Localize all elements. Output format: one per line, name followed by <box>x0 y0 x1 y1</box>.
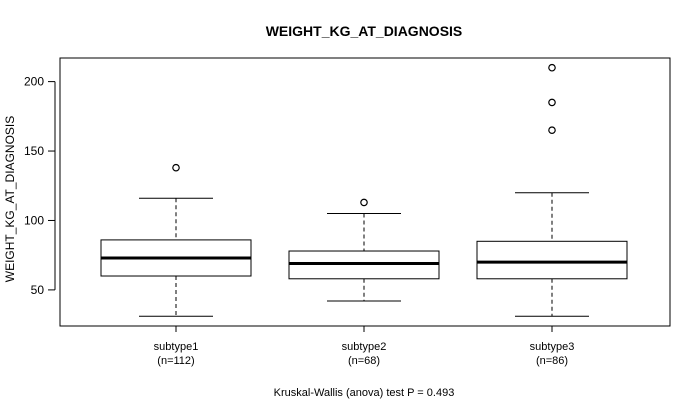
y-tick-label: 50 <box>31 283 45 297</box>
y-ticks: 50 100 150 200 <box>24 75 55 297</box>
test-result-subtitle: Kruskal-Wallis (anova) test P = 0.493 <box>274 387 455 399</box>
plot-frame <box>59 57 671 327</box>
category-label: subtype1 <box>154 341 199 353</box>
box-subtype3 <box>476 63 628 317</box>
category-count-label: (n=68) <box>348 355 380 367</box>
outlier-point <box>548 63 556 72</box>
y-tick-label: 150 <box>24 144 44 158</box>
x-labels: subtype1 (n=112) subtype2 (n=68) subtype3 (n=… <box>154 326 575 367</box>
box-subtype2 <box>288 198 440 302</box>
chart-title: WEIGHT_KG_AT_DIAGNOSIS <box>266 23 463 39</box>
y-tick-label: 100 <box>24 213 44 227</box>
category-label: subtype2 <box>342 341 387 353</box>
iqr-box <box>476 240 628 280</box>
y-tick-label: 200 <box>24 75 44 89</box>
category-count-label: (n=112) <box>157 355 194 367</box>
box-subtype1 <box>100 163 252 317</box>
category-label: subtype3 <box>530 341 575 353</box>
boxes <box>100 63 628 317</box>
outlier-point <box>548 126 556 135</box>
outlier-point <box>548 98 556 107</box>
outlier-point <box>360 198 368 207</box>
outlier-point <box>172 163 180 172</box>
category-count-label: (n=86) <box>536 355 568 367</box>
y-axis-label: WEIGHT_KG_AT_DIAGNOSIS <box>3 116 17 282</box>
